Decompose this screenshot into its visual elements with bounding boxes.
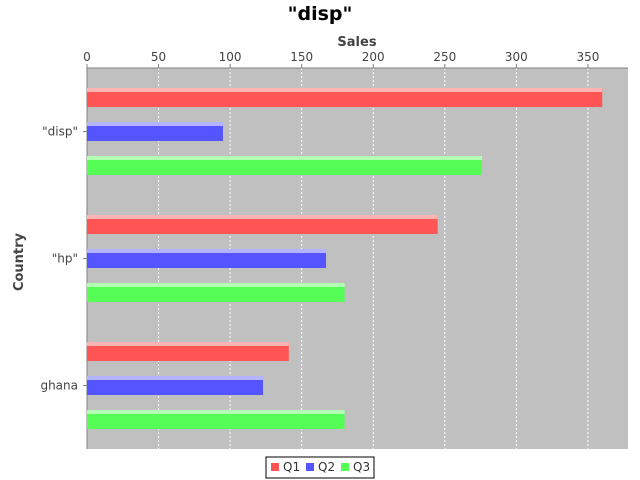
category-label: ghana	[40, 379, 78, 393]
bar-highlight	[87, 249, 327, 253]
bars	[87, 88, 603, 429]
bar-q2	[87, 122, 223, 141]
bar-highlight	[87, 88, 603, 92]
bar-highlight	[87, 156, 483, 160]
bar-q1	[87, 342, 289, 361]
legend-label: Q2	[318, 460, 335, 474]
x-tick-label: 350	[576, 50, 599, 64]
x-tick-label: 150	[290, 50, 313, 64]
x-tick-label: 300	[505, 50, 528, 64]
bar-q3	[87, 156, 483, 175]
bar-highlight	[87, 122, 223, 126]
x-tick-label: 50	[151, 50, 166, 64]
bar-q2	[87, 249, 327, 268]
legend-swatch-q1	[271, 463, 279, 471]
y-axis-label: Country	[12, 232, 27, 291]
x-axis-ticks: 0 50 100 150 200 250 300 350	[83, 50, 599, 68]
legend-label: Q3	[353, 460, 370, 474]
legend-label: Q1	[283, 460, 300, 474]
legend-box	[265, 456, 375, 479]
x-tick-label: 250	[433, 50, 456, 64]
bar-q3	[87, 410, 345, 429]
bar-q1	[87, 88, 603, 107]
y-axis-categories: "disp" "hp" ghana	[40, 125, 87, 393]
bar-highlight	[87, 342, 289, 346]
x-tick-label: 100	[219, 50, 242, 64]
category-label: "disp"	[42, 125, 78, 139]
x-tick-label: 0	[83, 50, 91, 64]
bar-highlight	[87, 410, 345, 414]
bar-q3	[87, 283, 345, 302]
bar-highlight	[87, 283, 345, 287]
bar-highlight	[87, 215, 438, 219]
x-axis-label: Sales	[337, 35, 376, 50]
bar-q2	[87, 376, 264, 395]
category-label: "hp"	[52, 252, 78, 266]
legend: Q1 Q2 Q3	[265, 456, 375, 479]
bar-highlight	[87, 376, 264, 380]
legend-swatch-q3	[341, 463, 349, 471]
legend-swatch-q2	[306, 463, 314, 471]
x-tick-label: 200	[362, 50, 385, 64]
bar-q1	[87, 215, 438, 234]
chart-title: "disp"	[288, 3, 353, 25]
